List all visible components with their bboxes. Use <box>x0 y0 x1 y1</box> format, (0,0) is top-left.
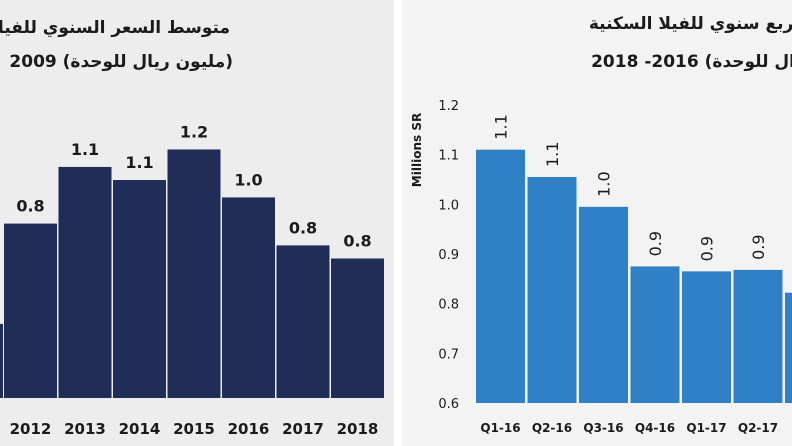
x-tick-label: Q4-16 <box>635 421 675 435</box>
data-label: 1.0 <box>234 170 262 189</box>
bar <box>682 271 731 403</box>
data-label: 1.1 <box>492 114 511 139</box>
x-tick-label: Q3-16 <box>583 421 623 435</box>
bar <box>331 258 384 398</box>
data-label: 0.8 <box>289 218 317 237</box>
bar <box>58 166 112 398</box>
bar <box>4 223 57 398</box>
y-tick-label: 0.8 <box>438 298 459 313</box>
data-label: 0.8 <box>343 231 371 250</box>
data-label: 0.9 <box>646 231 665 256</box>
x-tick-label: 2015 <box>173 420 215 438</box>
bar <box>222 197 275 398</box>
quarterly-price-chart-panel: ر الربع سنوي للفيلا السكنية ال للوحدة) 2… <box>402 0 792 446</box>
data-label: 1.1 <box>543 142 562 167</box>
y-tick-label: 0.6 <box>438 397 459 412</box>
bar-partial <box>0 323 3 398</box>
bar <box>276 245 330 398</box>
yearly-price-chart-panel: متوسط السعر السنوي للفيلا (مليون ريال لل… <box>0 0 394 446</box>
y-axis-label: Millions SR <box>410 113 424 187</box>
data-label: 1.1 <box>71 140 99 159</box>
x-tick-label: 2017 <box>282 420 324 438</box>
bar <box>733 269 783 403</box>
bar <box>785 292 792 403</box>
x-tick-label: Q1-17 <box>686 421 726 435</box>
y-tick-label: 1.2 <box>438 99 459 114</box>
data-label: 0.9 <box>749 234 768 259</box>
bar <box>579 206 628 403</box>
y-tick-label: 0.7 <box>438 347 459 362</box>
chart-subtitle: (مليون ريال للوحدة) 2009 <box>9 52 233 72</box>
chart-title: متوسط السعر السنوي للفيلا <box>0 18 230 38</box>
x-tick-label: Q1-16 <box>480 421 520 435</box>
data-label: 0.9 <box>698 236 717 261</box>
y-tick-label: 1.0 <box>438 198 459 213</box>
y-tick-label: 0.9 <box>438 248 459 263</box>
x-tick-label: 2014 <box>119 420 161 438</box>
y-tick-label: 1.1 <box>438 149 459 164</box>
bar <box>527 177 577 403</box>
yearly-price-bar-chart: 0.8 2012 1.1 2013 1.1 2014 1.2 2015 1.0 2016 0.8 20… <box>0 122 384 438</box>
data-label: 1.2 <box>180 122 208 141</box>
x-tick-label: Q2-17 <box>738 421 778 435</box>
x-tick-label: Q2-16 <box>532 421 572 435</box>
data-label: 1.1 <box>125 153 153 172</box>
chart-title: ر الربع سنوي للفيلا السكنية <box>588 14 792 34</box>
bar <box>630 266 680 403</box>
bar <box>167 149 221 398</box>
quarterly-price-bar-chart: Millions SR 1.2 1.1 1.0 0.9 0.8 0.7 0.6 1.1 Q1-16… <box>410 99 792 435</box>
data-label: 0.8 <box>16 197 44 216</box>
x-tick-label: 2018 <box>337 420 379 438</box>
data-label: 1.0 <box>595 171 614 196</box>
x-tick-label: 2012 <box>10 420 52 438</box>
panel-divider <box>394 0 402 446</box>
bar <box>476 149 525 403</box>
chart-subtitle: ال للوحدة) 2016- 2018 <box>591 52 792 72</box>
bar <box>113 180 166 398</box>
x-tick-label: 2016 <box>228 420 270 438</box>
x-tick-label: 2013 <box>64 420 106 438</box>
